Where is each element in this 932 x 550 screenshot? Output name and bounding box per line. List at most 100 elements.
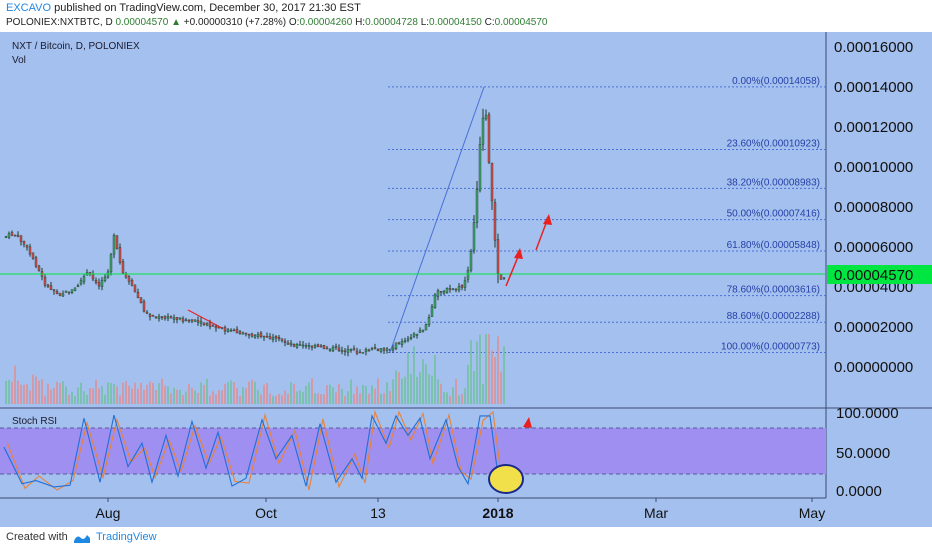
tradingview-brand[interactable]: TradingView xyxy=(96,531,157,543)
candle-body xyxy=(436,290,440,297)
price-axis[interactable]: 0.00016000 0.00014000 0.00012000 0.00010000… xyxy=(834,39,913,376)
volume-bar xyxy=(191,387,193,404)
candle-body xyxy=(178,317,182,320)
candle-body xyxy=(205,323,209,326)
candle-body xyxy=(472,222,476,251)
volume-bar xyxy=(353,393,355,404)
chart-area[interactable]: NXT / Bitcoin, D, POLONIEX Vol 0.00%(0.0… xyxy=(0,32,932,527)
volume-bar xyxy=(344,395,346,404)
up-arrow-icon[interactable] xyxy=(505,248,523,287)
candle-body xyxy=(376,348,380,351)
volume-bar xyxy=(479,334,481,404)
candle-body xyxy=(322,345,326,349)
rsi-axis[interactable]: 100.0000 50.0000 0.0000 xyxy=(836,405,899,500)
volume-bar xyxy=(44,395,46,404)
candle-body xyxy=(223,327,227,332)
volume-bar xyxy=(482,383,484,404)
candle-body xyxy=(421,329,425,332)
volume-bar xyxy=(74,395,76,404)
red-trend-line[interactable] xyxy=(187,309,223,329)
candle-body xyxy=(391,347,395,351)
volume-bar xyxy=(491,350,493,404)
volume-bar xyxy=(416,376,418,404)
volume-bar xyxy=(233,381,235,404)
candle-body xyxy=(340,350,344,352)
candle-body xyxy=(31,252,35,259)
fib-level-label: 78.60%(0.00003616) xyxy=(727,285,820,296)
candle-body xyxy=(103,276,107,281)
pane-title[interactable]: NXT / Bitcoin, D, POLONIEX xyxy=(12,41,140,52)
volume-bar xyxy=(143,389,145,404)
candle-body xyxy=(406,338,410,341)
volume-bar xyxy=(56,381,58,404)
stoch-rsi-title[interactable]: Stoch RSI xyxy=(12,416,57,427)
volume-bar xyxy=(278,393,280,404)
chart-canvas[interactable]: NXT / Bitcoin, D, POLONIEX Vol 0.00%(0.0… xyxy=(0,32,932,527)
volume-bar xyxy=(407,352,409,404)
volume-bar xyxy=(380,393,382,404)
volume-bar xyxy=(290,382,292,404)
volume-bars xyxy=(5,334,505,404)
volume-bar xyxy=(419,372,421,404)
volume-bar xyxy=(461,393,463,404)
volume-bar xyxy=(404,376,406,404)
candle-body xyxy=(148,314,152,317)
author-link[interactable]: EXCAVO xyxy=(6,2,52,14)
candle-body xyxy=(247,333,251,336)
fib-trend-line[interactable] xyxy=(389,86,485,353)
volume-bar xyxy=(83,391,85,404)
candle-body xyxy=(73,287,77,291)
candle-body xyxy=(478,144,482,191)
candle-body xyxy=(460,285,464,288)
volume-bar xyxy=(350,379,352,404)
candle-body xyxy=(199,321,203,324)
fib-level-label: 50.00%(0.00007416) xyxy=(727,209,820,220)
candle-body xyxy=(466,270,470,280)
volume-bar xyxy=(440,383,442,404)
volume-bar xyxy=(302,392,304,404)
candle-body xyxy=(79,280,83,285)
volume-bar xyxy=(26,384,28,404)
candle-body xyxy=(166,316,170,319)
candle-body xyxy=(226,329,230,332)
volume-bar xyxy=(239,395,241,404)
time-axis[interactable]: Aug Oct 13 2018 Mar May xyxy=(96,498,826,521)
candle-body xyxy=(184,319,188,322)
fib-level-label: 0.00%(0.00014058) xyxy=(732,76,820,87)
volume-bar xyxy=(458,395,460,404)
volume-bar xyxy=(311,378,313,404)
candle-body xyxy=(25,245,29,248)
candle-body xyxy=(238,331,242,334)
volume-bar xyxy=(14,365,16,404)
volume-bar xyxy=(266,382,268,404)
candle-body xyxy=(334,345,338,348)
volume-bar xyxy=(134,382,136,404)
highlight-circle[interactable] xyxy=(488,464,524,494)
candle-body xyxy=(64,290,68,293)
volume-bar xyxy=(428,374,430,404)
vol-label[interactable]: Vol xyxy=(12,55,26,66)
candle-body xyxy=(67,291,71,294)
volume-bar xyxy=(155,390,157,404)
tradingview-logo-icon[interactable] xyxy=(72,530,92,546)
fib-retracement[interactable]: 0.00%(0.00014058) 23.60%(0.00010923) 38.20… xyxy=(388,76,826,354)
price-tick-label: 0.00000000 xyxy=(834,359,913,376)
volume-bar xyxy=(50,389,52,404)
candle-body xyxy=(16,234,20,237)
time-axis-background[interactable] xyxy=(0,498,932,527)
volume-bar xyxy=(251,379,253,404)
candle-body xyxy=(244,332,248,335)
high-label: H: xyxy=(355,17,366,28)
candle-body xyxy=(445,288,449,293)
rsi-tick-label: 100.0000 xyxy=(836,405,899,422)
up-arrow-icon[interactable] xyxy=(535,214,552,251)
candle-body xyxy=(277,337,281,340)
time-tick-label: Oct xyxy=(255,505,277,521)
volume-bar xyxy=(218,390,220,404)
volume-bar xyxy=(194,390,196,404)
volume-bar xyxy=(41,379,43,404)
volume-bar xyxy=(389,391,391,404)
high-value: 0.00004728 xyxy=(365,17,418,28)
candle-body xyxy=(379,348,383,352)
candle-body xyxy=(490,162,494,202)
